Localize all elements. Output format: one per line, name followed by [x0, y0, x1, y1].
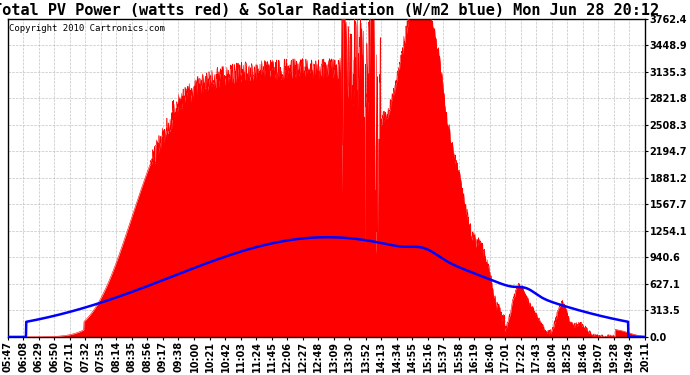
Title: Total PV Power (watts red) & Solar Radiation (W/m2 blue) Mon Jun 28 20:12: Total PV Power (watts red) & Solar Radia… [0, 3, 660, 18]
Text: Copyright 2010 Cartronics.com: Copyright 2010 Cartronics.com [9, 24, 165, 33]
